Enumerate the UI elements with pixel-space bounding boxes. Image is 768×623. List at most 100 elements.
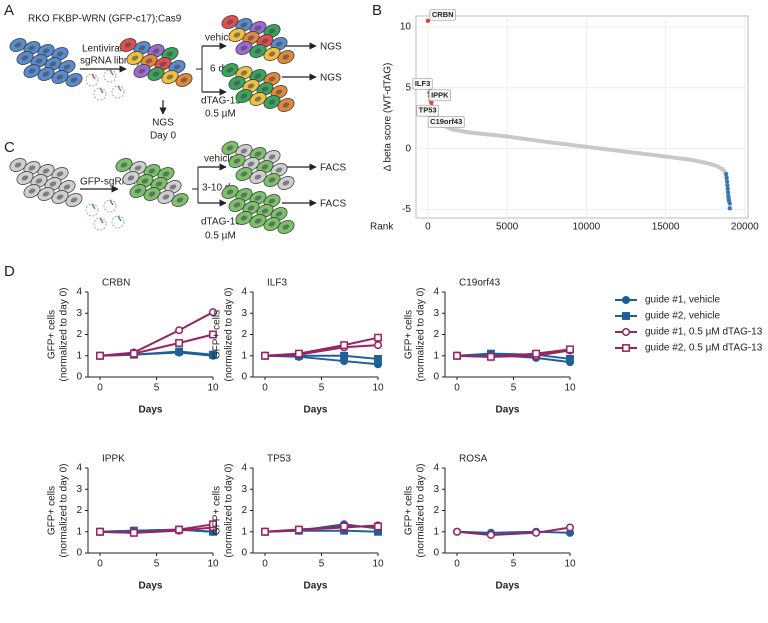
nucleus: [124, 42, 132, 48]
marker: [129, 528, 138, 537]
marker: [175, 339, 184, 347]
y-tick-label: 4: [433, 287, 439, 298]
plasmid: [103, 199, 117, 213]
nucleus: [120, 162, 128, 168]
legend-label: guide #2, vehicle: [645, 311, 720, 322]
diagram-title: RKO FKBP-WRN (GFP-c17);Cas9: [28, 14, 182, 25]
nucleus: [282, 224, 290, 230]
nucleus: [42, 191, 50, 197]
nucleus: [63, 64, 71, 70]
nucleus: [268, 99, 276, 105]
nucleus: [141, 178, 149, 184]
marker: [175, 347, 184, 356]
nucleus: [21, 175, 29, 181]
nucleus: [162, 194, 170, 200]
x-tick-label: 10: [564, 559, 576, 570]
nucleus: [254, 48, 262, 54]
point: [429, 100, 434, 105]
nucleus: [268, 76, 276, 82]
annotation: C19orf43: [430, 117, 462, 126]
nucleus: [240, 70, 248, 76]
series-line: [456, 352, 571, 360]
x-tick-label: 10: [207, 559, 219, 570]
y-tick-label: 0: [433, 548, 439, 559]
series-line: [264, 336, 379, 357]
marker: [566, 345, 574, 354]
nucleus: [70, 77, 78, 83]
nucleus: [261, 164, 269, 170]
nucleus: [261, 208, 269, 214]
x-tick-label: 5: [319, 383, 325, 394]
nucleus: [268, 51, 276, 57]
plasmid-insert: [109, 199, 114, 206]
x-axis-label: Days: [304, 581, 328, 592]
y-tick-label: 0: [76, 372, 82, 383]
nucleus: [268, 221, 276, 227]
axis: [87, 468, 213, 554]
y-tick-label: 2: [433, 329, 439, 340]
marker: [208, 308, 218, 317]
y-tick-label: 3: [76, 484, 82, 495]
y-tick-label: 3: [433, 308, 439, 319]
nucleus: [28, 188, 36, 194]
marker: [566, 354, 574, 363]
x-tick-label: 0: [97, 559, 103, 570]
y-tick-label: 2: [241, 329, 247, 340]
marker: [621, 295, 631, 305]
point: [727, 206, 732, 211]
plasmid-insert: [117, 85, 122, 92]
nucleus: [70, 197, 78, 203]
nucleus: [254, 96, 262, 102]
annotated-point: [425, 18, 431, 24]
diagram-text: vehicle: [204, 154, 236, 165]
nucleus: [282, 102, 290, 108]
nucleus: [14, 162, 22, 168]
nucleus: [138, 45, 146, 51]
x-tick-label: 10: [372, 559, 384, 570]
marker: [532, 528, 541, 537]
plasmid: [85, 73, 99, 87]
y-axis-label: (normalized to day 0): [224, 288, 235, 382]
axis: [444, 292, 570, 378]
marker: [486, 352, 495, 361]
marker: [373, 341, 383, 350]
x-tick-label: 0: [262, 559, 268, 570]
series-line: [456, 526, 571, 536]
marker: [622, 344, 630, 352]
nucleus: [275, 41, 283, 47]
x-tick-label: 5: [154, 559, 160, 570]
y-tick-label: -5: [402, 204, 411, 215]
nucleus: [14, 42, 22, 48]
x-tick-label: 0: [425, 222, 431, 233]
diagram-text: vehicle: [205, 33, 237, 44]
y-tick-label: 1: [241, 350, 247, 361]
nucleus: [240, 148, 248, 154]
nucleus: [247, 35, 255, 41]
nucleus: [261, 38, 269, 44]
panel-title: ROSA: [459, 454, 488, 465]
diagram-text: NGS: [152, 118, 174, 129]
marker: [261, 527, 269, 536]
nucleus: [240, 171, 248, 177]
diagram-text: dTAG-13: [201, 96, 241, 107]
x-tick-label: 5: [511, 559, 517, 570]
nucleus: [247, 161, 255, 167]
nucleus: [226, 145, 234, 151]
plasmid: [111, 215, 125, 229]
annotation-box: [416, 104, 439, 117]
x-tick-label: 10: [372, 383, 384, 394]
diagrams: RKO FKBP-WRN (GFP-c17);Cas9 Lentiviral s…: [28, 14, 346, 242]
legend-label: guide #1, 0.5 µM dTAG-13: [645, 327, 763, 338]
marker: [340, 351, 349, 360]
nucleus: [152, 71, 160, 77]
y-tick-label: 2: [76, 329, 82, 340]
marker: [374, 333, 382, 342]
axis: [252, 468, 378, 554]
annotation-box: [412, 77, 433, 90]
marker: [294, 349, 303, 358]
y-tick-label: 2: [433, 505, 439, 516]
marker: [175, 326, 184, 335]
panel-title: TP53: [267, 454, 291, 465]
y-tick-label: 3: [76, 308, 82, 319]
annotation: ILF3: [415, 79, 430, 88]
